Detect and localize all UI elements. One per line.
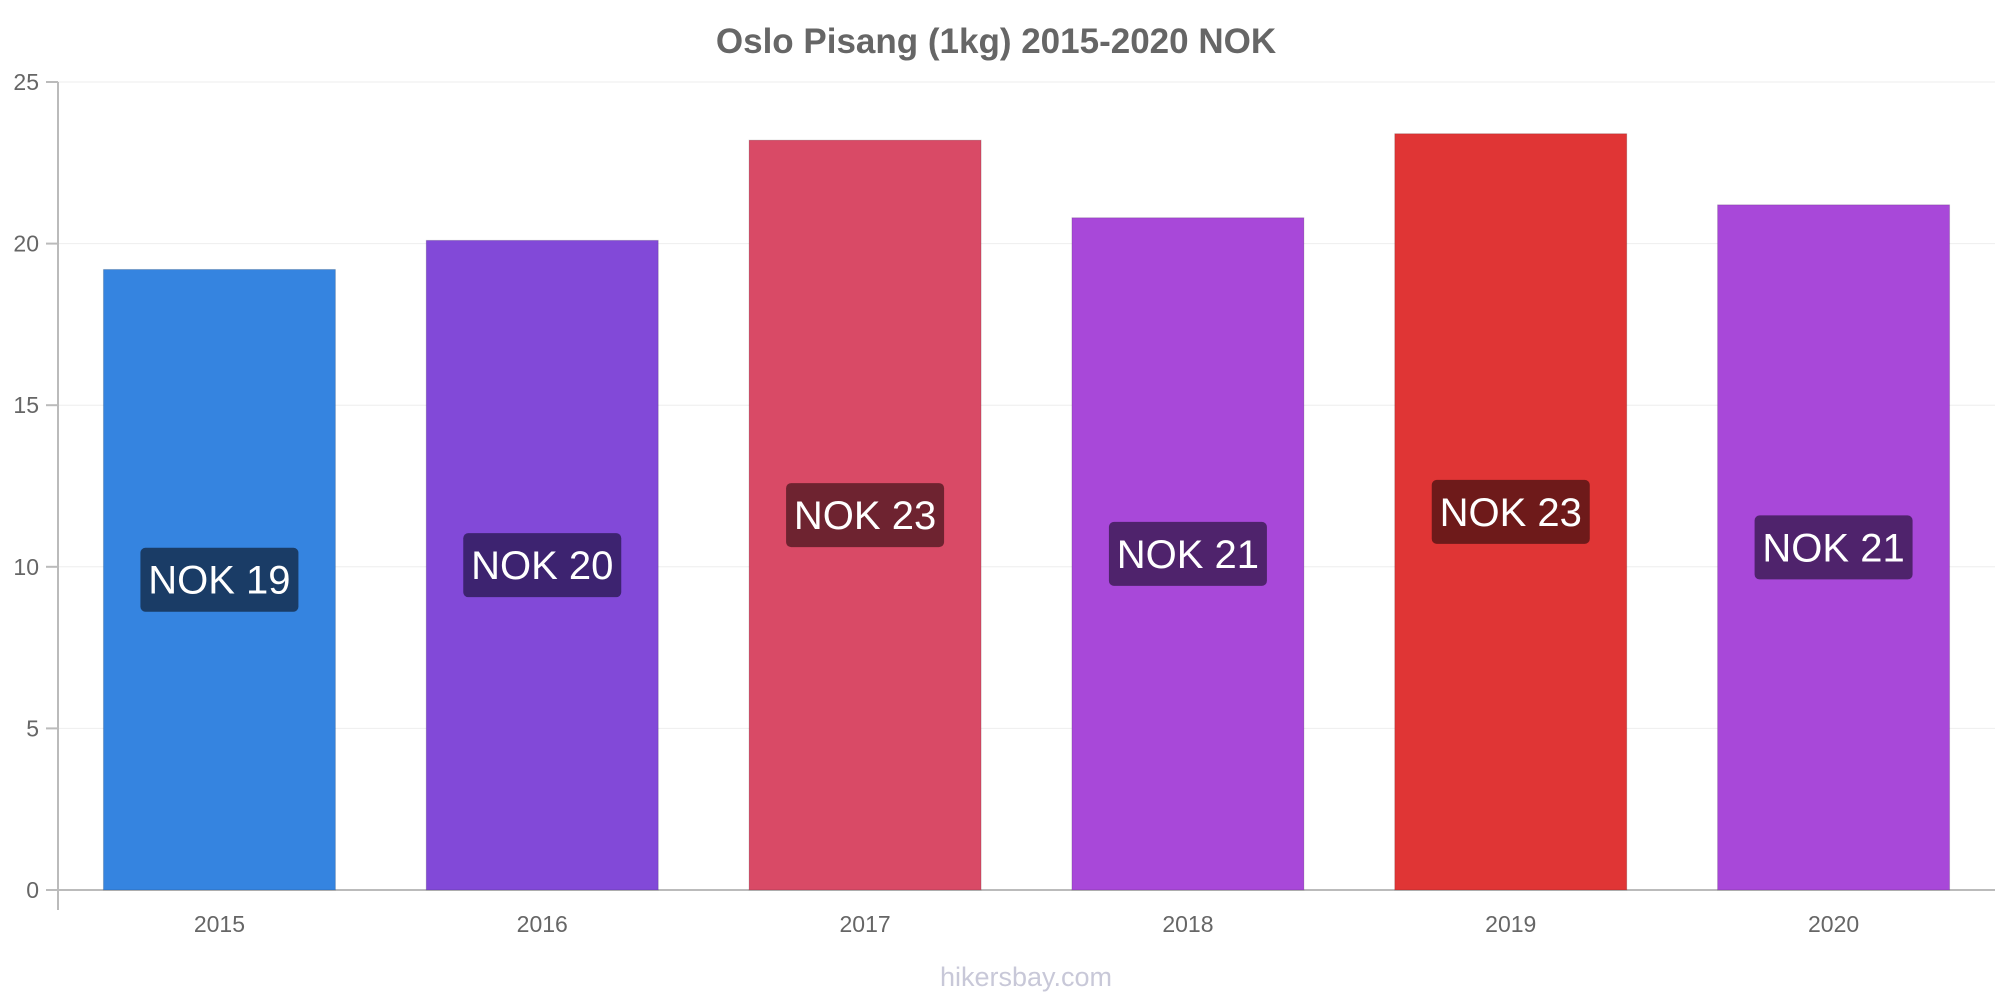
data-label: NOK 21	[1762, 526, 1904, 570]
y-tick-label: 5	[26, 715, 39, 741]
data-label-box	[1108, 521, 1267, 586]
data-label-box	[463, 533, 622, 598]
y-tick-label: 15	[13, 392, 39, 418]
x-tick-label: 2020	[1808, 911, 1859, 937]
credit-text: hikersbay.com	[940, 962, 1112, 992]
data-label: NOK 21	[1117, 533, 1259, 577]
data-label-box	[140, 547, 299, 612]
y-tick-label: 25	[13, 69, 39, 95]
data-label: NOK 20	[471, 544, 613, 588]
x-tick-label: 2017	[839, 911, 890, 937]
x-tick-label: 2018	[1162, 911, 1213, 937]
x-tick-label: 2015	[194, 911, 245, 937]
x-tick-label: 2019	[1485, 911, 1536, 937]
y-axis-ticks: 0 5 10 15 20 25	[13, 69, 58, 903]
x-axis-ticks: 2015 2016 2017 2018 2019 2020	[194, 911, 1859, 937]
chart-title: Oslo Pisang (1kg) 2015-2020 NOK	[716, 22, 1276, 61]
y-tick-label: 10	[13, 554, 39, 580]
data-label-box	[786, 483, 945, 548]
bars: NOK 19 NOK 20 NOK 23 NOK 21 NOK 23 NOK 21	[102, 133, 1951, 891]
data-label: NOK 23	[1440, 491, 1582, 535]
y-tick-label: 0	[26, 877, 39, 903]
data-label-box	[1754, 515, 1913, 580]
y-tick-label: 20	[13, 231, 39, 257]
data-label: NOK 19	[148, 559, 290, 603]
data-label-box	[1431, 479, 1590, 544]
data-label: NOK 23	[794, 494, 936, 538]
x-tick-label: 2016	[517, 911, 568, 937]
grid-lines	[58, 81, 1995, 729]
